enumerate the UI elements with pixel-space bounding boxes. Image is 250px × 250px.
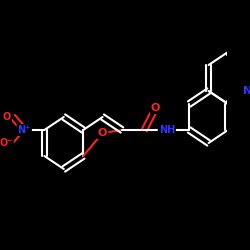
- Text: O: O: [151, 103, 160, 113]
- Text: NH: NH: [159, 125, 175, 135]
- Text: O⁻: O⁻: [0, 138, 13, 148]
- Text: O: O: [2, 112, 10, 122]
- Text: N: N: [243, 86, 250, 96]
- Text: O: O: [98, 128, 107, 138]
- Text: N⁺: N⁺: [18, 125, 31, 135]
